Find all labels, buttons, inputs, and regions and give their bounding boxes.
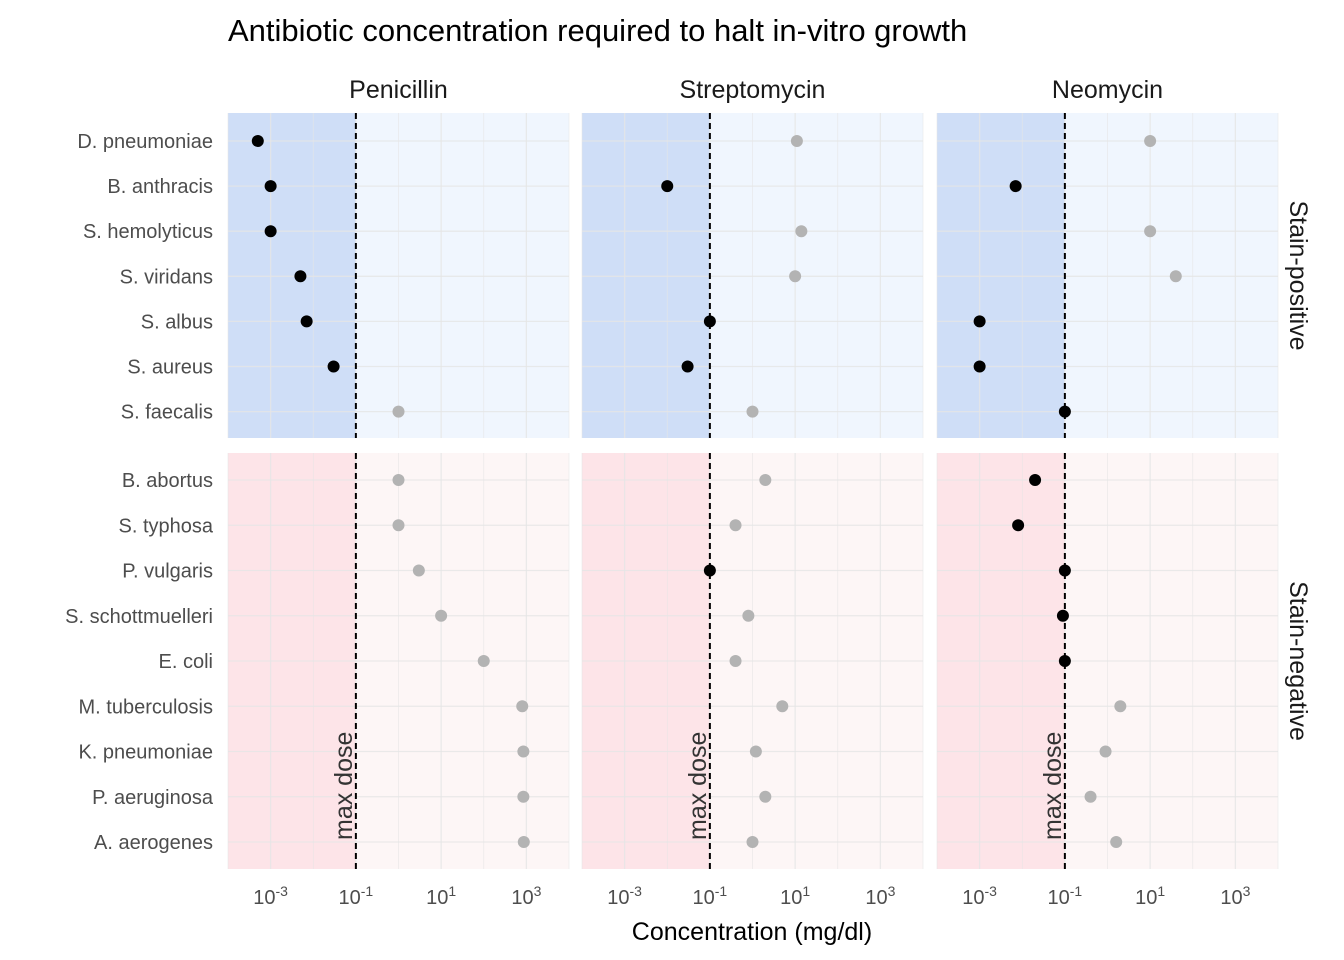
data-point [294, 270, 307, 283]
data-point [327, 360, 340, 373]
x-tick-label: 103 [865, 883, 895, 909]
x-tick-label: 10-1 [339, 883, 374, 909]
x-tick-label: 101 [426, 883, 456, 909]
data-point [1058, 564, 1071, 577]
y-axis-label: P. vulgaris [122, 561, 213, 583]
data-point [1110, 836, 1123, 848]
data-point [264, 225, 277, 238]
panel-background-below-dose [228, 113, 356, 438]
data-point [300, 315, 313, 328]
y-axis-label: B. anthracis [107, 176, 213, 198]
data-point [1144, 135, 1157, 147]
data-point [790, 135, 803, 147]
y-axis-label: S. albus [141, 311, 213, 333]
data-point [1099, 745, 1112, 758]
x-tick-label: 10-3 [253, 883, 288, 909]
x-axis-title-group: Concentration (mg/dl) [632, 918, 872, 946]
data-point [517, 745, 530, 758]
x-tick-label: 101 [1135, 883, 1165, 909]
data-point [1056, 609, 1069, 622]
panel-background-below-dose [582, 113, 710, 438]
data-point [759, 790, 772, 803]
data-point [703, 315, 716, 328]
data-point [392, 519, 405, 532]
y-axis-label: S. typhosa [118, 515, 213, 537]
max-dose-label: max dose [330, 732, 358, 840]
data-point [264, 180, 277, 193]
row-strip-label: Stain-negative [1284, 581, 1312, 741]
x-axis-title: Concentration (mg/dl) [632, 918, 872, 946]
data-point [1058, 655, 1071, 667]
y-axis-label: E. coli [159, 651, 213, 673]
chart-title: Antibiotic concentration required to hal… [228, 13, 967, 48]
data-point [776, 700, 789, 713]
data-point [1084, 790, 1097, 803]
data-point [759, 474, 772, 486]
data-point [477, 655, 490, 667]
y-axis-label: S. viridans [120, 266, 213, 288]
data-point [729, 519, 742, 532]
data-point [973, 315, 986, 328]
x-tick-label: 10-3 [962, 883, 997, 909]
data-point [661, 180, 674, 193]
x-tick-label: 103 [511, 883, 541, 909]
x-tick-label: 101 [780, 883, 810, 909]
panel-background-above-dose [355, 113, 569, 438]
data-point [412, 564, 425, 577]
data-point [729, 655, 742, 667]
x-tick-label: 10-3 [607, 883, 642, 909]
x-tick-label: 103 [1220, 883, 1250, 909]
data-point [746, 405, 759, 418]
data-point [435, 609, 448, 622]
data-point [681, 360, 694, 373]
data-point [392, 474, 405, 486]
data-point [1058, 405, 1071, 418]
y-axis-label: S. faecalis [121, 402, 213, 424]
panel-background-above-dose [709, 113, 923, 438]
data-point [1009, 180, 1022, 193]
x-tick-label: 10-1 [693, 883, 728, 909]
column-strip-label: Neomycin [1052, 76, 1163, 104]
y-axis-label: M. tuberculosis [79, 696, 214, 718]
y-axis-label: S. aureus [127, 357, 213, 379]
data-point [703, 564, 716, 577]
data-point [517, 836, 530, 848]
data-point [742, 609, 755, 622]
max-dose-label: max dose [684, 732, 712, 840]
data-point [1029, 474, 1042, 486]
x-tick-label: 10-1 [1048, 883, 1083, 909]
data-point [517, 790, 530, 803]
data-point [1169, 270, 1182, 283]
data-point [251, 135, 264, 147]
facet-panels: Penicillin Streptomycin Neomycin D. pneumon… [65, 76, 1312, 909]
data-point [1114, 700, 1127, 713]
data-point [1012, 519, 1025, 532]
data-point [392, 405, 405, 418]
y-axis-label: A. aerogenes [94, 832, 213, 854]
data-point [516, 700, 529, 713]
data-point [789, 270, 802, 283]
data-point [1144, 225, 1157, 238]
data-point [973, 360, 986, 373]
data-point [749, 745, 762, 758]
y-axis-label: S. hemolyticus [83, 221, 213, 243]
row-strip-label: Stain-positive [1284, 200, 1312, 350]
y-axis-label: D. pneumoniae [77, 131, 213, 153]
column-strip-label: Penicillin [349, 76, 448, 104]
data-point [746, 836, 759, 848]
panel-background-below-dose [937, 113, 1065, 438]
y-axis-label: S. schottmuelleri [65, 606, 213, 628]
y-axis-label: P. aeruginosa [92, 787, 214, 809]
column-strip-label: Streptomycin [680, 76, 826, 104]
data-point [795, 225, 808, 238]
y-axis-label: B. abortus [122, 470, 213, 492]
y-axis-label: K. pneumoniae [78, 742, 213, 764]
max-dose-label: max dose [1039, 732, 1067, 840]
